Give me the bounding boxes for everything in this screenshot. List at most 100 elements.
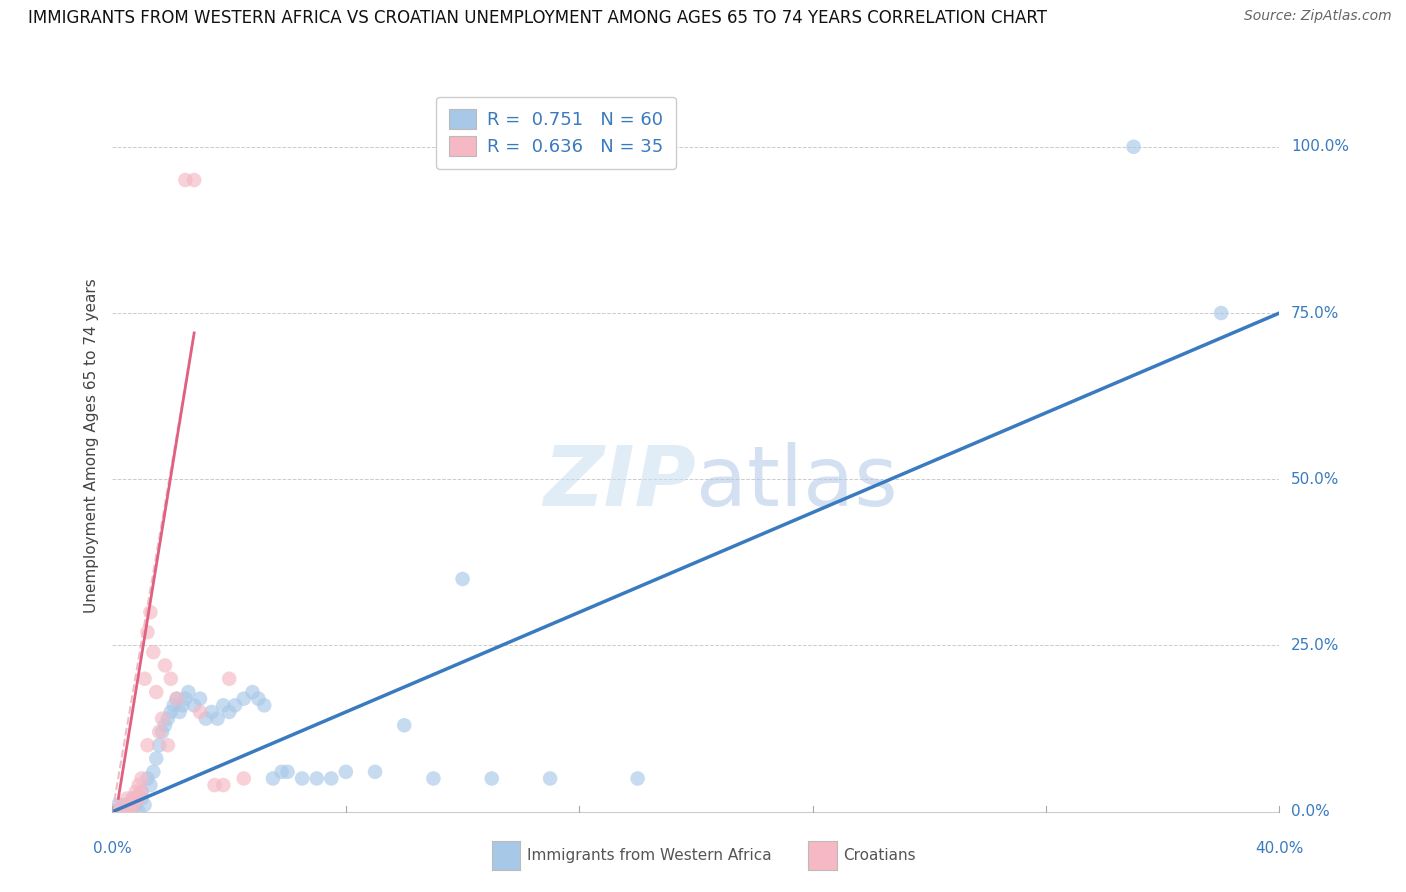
- Point: [305, 772, 328, 786]
- Point: [131, 785, 153, 799]
- Point: [104, 805, 127, 819]
- Point: [122, 791, 145, 805]
- Point: [166, 691, 188, 706]
- Point: [122, 798, 145, 813]
- Point: [131, 785, 153, 799]
- Point: [115, 805, 138, 819]
- Text: Croatians: Croatians: [844, 848, 917, 863]
- Point: [145, 685, 167, 699]
- Point: [107, 805, 129, 819]
- Point: [136, 738, 159, 752]
- Point: [134, 798, 156, 813]
- Point: [131, 791, 153, 805]
- Point: [128, 778, 150, 792]
- Point: [166, 691, 188, 706]
- Point: [142, 645, 165, 659]
- Text: 0.0%: 0.0%: [93, 841, 132, 856]
- Point: [115, 798, 138, 813]
- Point: [212, 698, 235, 713]
- Point: [218, 672, 240, 686]
- Point: [177, 685, 200, 699]
- Point: [160, 672, 183, 686]
- Point: [253, 698, 276, 713]
- Point: [160, 705, 183, 719]
- Text: 0.0%: 0.0%: [1291, 805, 1330, 819]
- Point: [134, 672, 156, 686]
- Text: atlas: atlas: [696, 442, 897, 523]
- Point: [163, 698, 186, 713]
- Text: Immigrants from Western Africa: Immigrants from Western Africa: [527, 848, 772, 863]
- Text: IMMIGRANTS FROM WESTERN AFRICA VS CROATIAN UNEMPLOYMENT AMONG AGES 65 TO 74 YEAR: IMMIGRANTS FROM WESTERN AFRICA VS CROATI…: [28, 9, 1047, 27]
- Point: [224, 698, 246, 713]
- Text: 40.0%: 40.0%: [1256, 841, 1303, 856]
- Point: [270, 764, 292, 779]
- Text: 100.0%: 100.0%: [1291, 139, 1350, 154]
- Point: [262, 772, 284, 786]
- Point: [139, 605, 162, 619]
- Point: [242, 685, 264, 699]
- Point: [364, 764, 387, 779]
- Point: [136, 772, 159, 786]
- Point: [118, 798, 141, 813]
- Point: [125, 785, 148, 799]
- Point: [150, 712, 173, 726]
- Point: [118, 805, 141, 819]
- Point: [112, 805, 135, 819]
- Point: [125, 791, 148, 805]
- Text: Source: ZipAtlas.com: Source: ZipAtlas.com: [1244, 9, 1392, 23]
- Point: [169, 705, 191, 719]
- Point: [125, 798, 148, 813]
- Point: [107, 798, 129, 813]
- Point: [188, 705, 211, 719]
- Point: [110, 805, 132, 819]
- Point: [118, 805, 141, 819]
- Point: [125, 791, 148, 805]
- Point: [194, 712, 217, 726]
- Point: [142, 764, 165, 779]
- Point: [232, 691, 254, 706]
- Point: [172, 698, 194, 713]
- Point: [232, 772, 254, 786]
- Point: [335, 764, 357, 779]
- Point: [122, 798, 145, 813]
- Point: [148, 738, 170, 752]
- Point: [153, 658, 176, 673]
- Point: [156, 712, 179, 726]
- Point: [201, 705, 224, 719]
- Point: [207, 712, 229, 726]
- Text: 25.0%: 25.0%: [1291, 638, 1340, 653]
- Point: [276, 764, 298, 779]
- Point: [183, 173, 205, 187]
- Point: [183, 698, 205, 713]
- Legend: R =  0.751   N = 60, R =  0.636   N = 35: R = 0.751 N = 60, R = 0.636 N = 35: [436, 96, 676, 169]
- Point: [291, 772, 314, 786]
- Point: [115, 791, 138, 805]
- Y-axis label: Unemployment Among Ages 65 to 74 years: Unemployment Among Ages 65 to 74 years: [83, 278, 98, 614]
- Point: [110, 798, 132, 813]
- Point: [104, 805, 127, 819]
- Text: 75.0%: 75.0%: [1291, 306, 1340, 320]
- Point: [128, 805, 150, 819]
- Point: [247, 691, 270, 706]
- Point: [212, 778, 235, 792]
- Point: [188, 691, 211, 706]
- Point: [139, 778, 162, 792]
- Text: ZIP: ZIP: [543, 442, 696, 523]
- Point: [136, 625, 159, 640]
- Point: [150, 725, 173, 739]
- Point: [451, 572, 474, 586]
- Point: [115, 805, 138, 819]
- Point: [1209, 306, 1232, 320]
- Text: 50.0%: 50.0%: [1291, 472, 1340, 487]
- Point: [110, 805, 132, 819]
- Point: [122, 791, 145, 805]
- Point: [153, 718, 176, 732]
- Point: [145, 751, 167, 765]
- Point: [538, 772, 561, 786]
- Point: [626, 772, 648, 786]
- Point: [174, 173, 197, 187]
- Point: [218, 705, 240, 719]
- Point: [156, 738, 179, 752]
- Point: [148, 725, 170, 739]
- Point: [112, 798, 135, 813]
